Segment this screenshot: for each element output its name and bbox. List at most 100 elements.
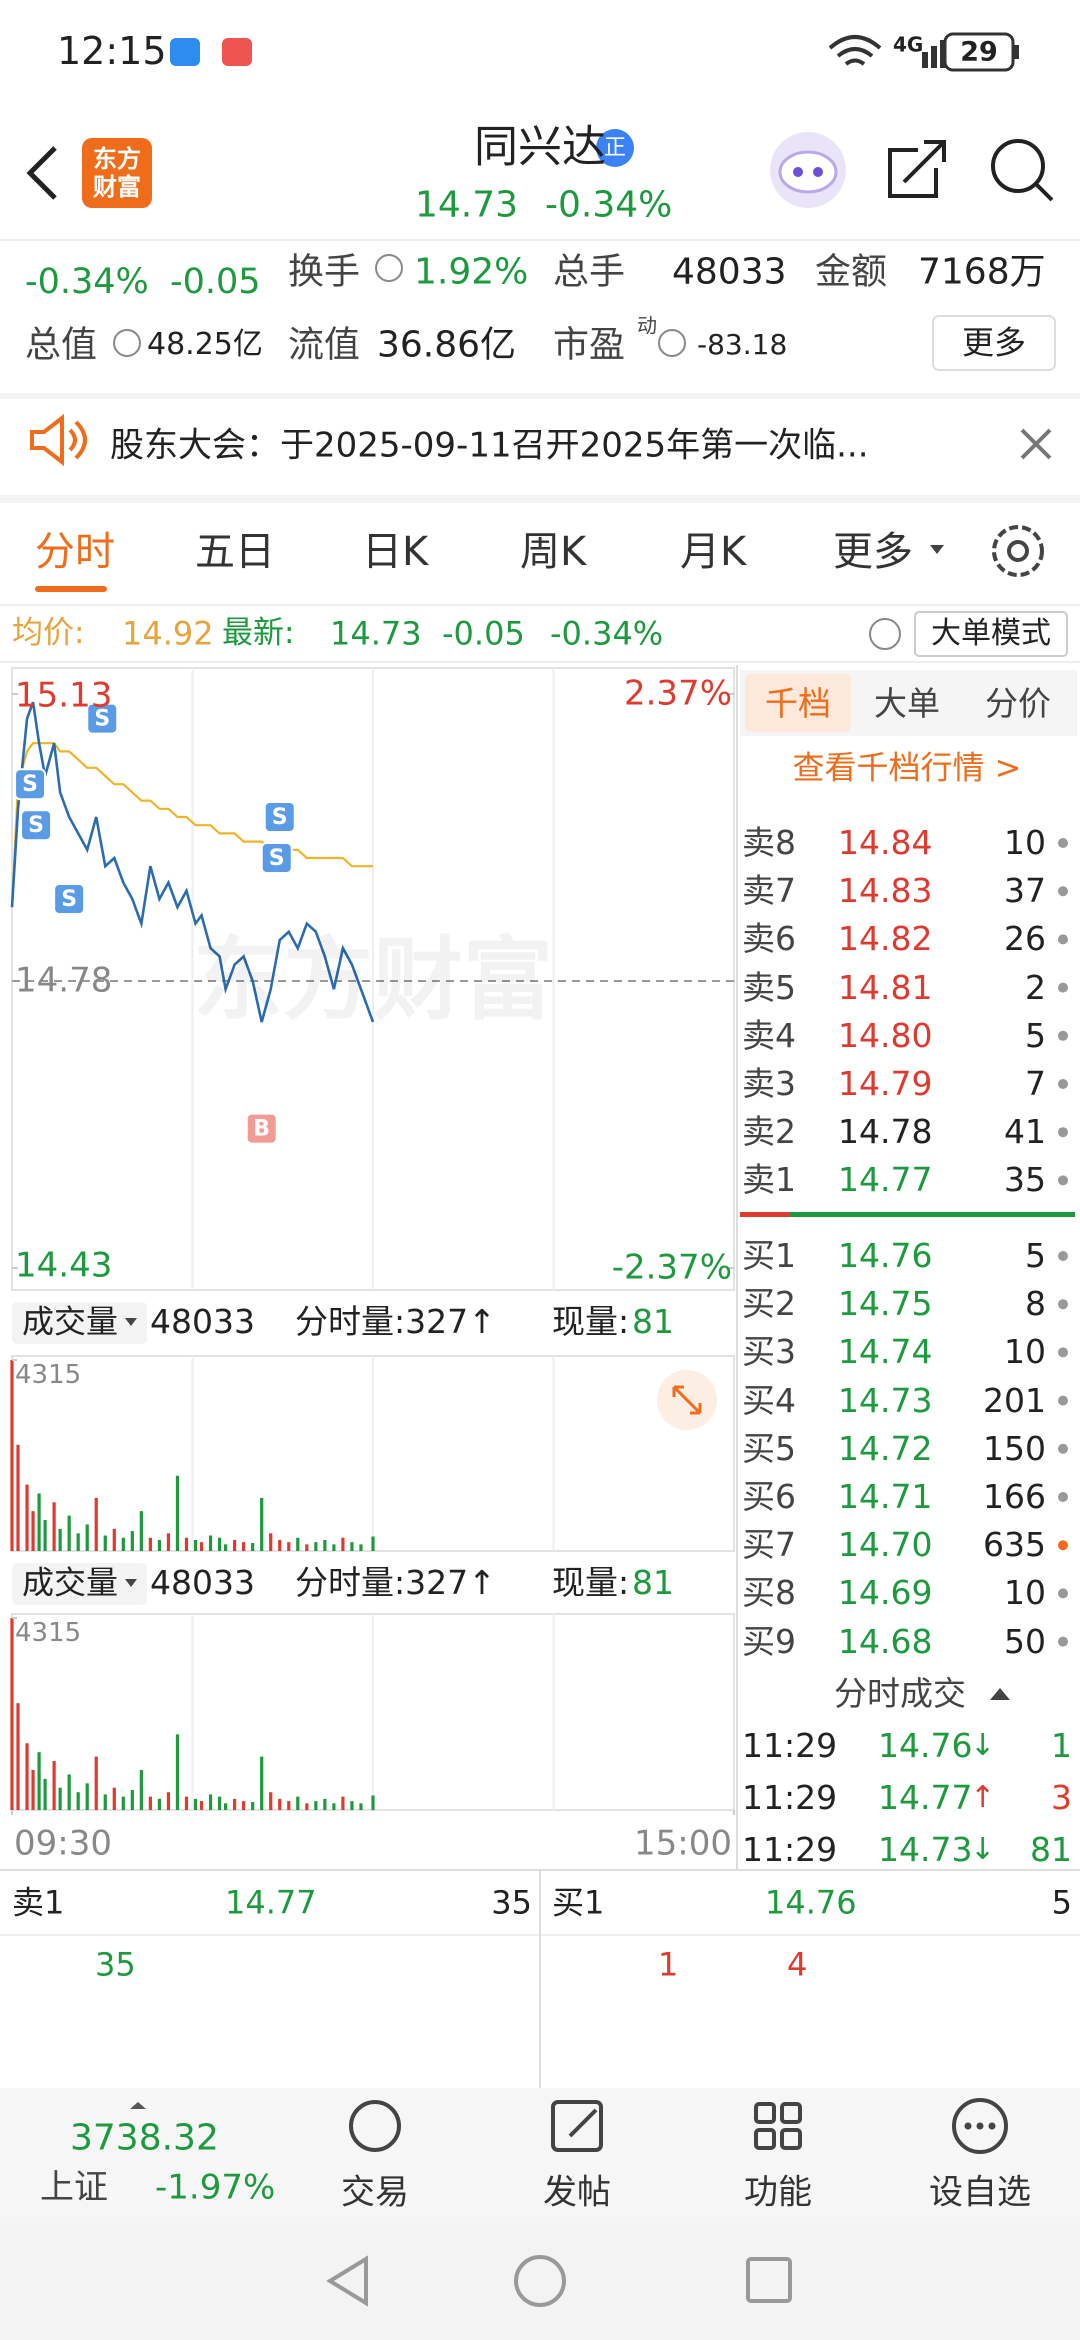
volume-bar <box>350 1542 354 1551</box>
book-qty: 10 <box>1004 1332 1046 1372</box>
volume-bar <box>112 1787 116 1810</box>
trade-marker-label: B <box>253 1117 270 1142</box>
volume-bar <box>323 1539 327 1551</box>
mode-button-bg[interactable] <box>914 611 1068 657</box>
stat-value: -83.18 <box>697 327 788 361</box>
current-volume-label: 现量: <box>552 1302 630 1342</box>
search-button[interactable] <box>991 139 1054 202</box>
tab[interactable]: 分时 <box>35 529 115 575</box>
back-button[interactable] <box>26 146 57 200</box>
tab[interactable]: 日K <box>362 529 429 575</box>
mode-button[interactable]: 大单模式 <box>931 615 1051 651</box>
volume-bar <box>287 1801 291 1810</box>
trade-qty: 1 <box>1051 1726 1072 1766</box>
orderbook-tab[interactable]: 大单 <box>874 684 940 724</box>
volume-bar <box>10 1360 14 1551</box>
volume-bar <box>94 1756 98 1810</box>
book-label: 卖6 <box>742 919 796 959</box>
book-dot <box>1058 1443 1068 1454</box>
nav-item[interactable]: 设自选 <box>929 2172 1031 2213</box>
book-qty: 26 <box>1004 919 1046 959</box>
volume-selector[interactable]: 成交量 <box>22 1302 119 1341</box>
volume-bar <box>25 1484 29 1551</box>
book-dot <box>1058 1540 1068 1551</box>
orderbook-tab[interactable]: 千档 <box>765 684 831 724</box>
volume-bar <box>217 1796 222 1810</box>
orderbook-tab[interactable]: 分价 <box>985 684 1051 724</box>
tab[interactable]: 五日 <box>195 529 275 575</box>
volume-selector-bg[interactable] <box>12 1302 147 1344</box>
stat-label: 市盈 <box>553 324 626 366</box>
trades-title[interactable]: 分时成交 <box>834 1674 966 1714</box>
volume-bar <box>314 1542 318 1551</box>
volume-bar <box>58 1528 62 1551</box>
stock-title: 同兴达 <box>474 121 606 173</box>
book-label: 买4 <box>742 1380 796 1420</box>
share-button[interactable] <box>888 140 946 198</box>
nav-item[interactable]: 交易 <box>341 2172 409 2213</box>
divider <box>0 495 1080 503</box>
volume-bar <box>223 1544 228 1551</box>
volume-bar <box>157 1798 162 1810</box>
y2-tick-label: -2.37% <box>611 1247 732 1288</box>
nav-item[interactable]: 功能 <box>744 2172 812 2213</box>
stat-label: 总手 <box>553 251 626 293</box>
help-icon[interactable] <box>869 618 901 650</box>
volume-bar <box>157 1539 162 1551</box>
notice-text[interactable]: 股东大会：于2025-09-11召开2025年第一次临... <box>110 425 869 466</box>
volume-bar <box>323 1798 327 1810</box>
nav-item[interactable]: 发帖 <box>543 2172 611 2213</box>
book-label: 卖1 <box>742 1160 796 1200</box>
collapse-arrow[interactable] <box>990 1688 1010 1700</box>
book-label: 卖8 <box>742 823 796 863</box>
volume-bar <box>233 1539 237 1551</box>
volume-bar <box>278 1539 282 1551</box>
more-button[interactable]: 更多 <box>961 323 1027 362</box>
trade-price: 14.77 <box>878 1778 973 1818</box>
book-price: 14.79 <box>838 1064 933 1104</box>
trade-time: 11:29 <box>742 1778 838 1818</box>
stat-value: 36.86亿 <box>377 324 517 366</box>
index-indicator <box>130 2102 146 2109</box>
volume-bar <box>371 1795 375 1810</box>
badge: 正 <box>603 135 627 161</box>
system-nav[interactable] <box>326 2255 792 2307</box>
volume-bar <box>130 1531 134 1551</box>
index-name: 上证 <box>40 2167 108 2208</box>
volume-bar <box>359 1544 363 1551</box>
book-qty: 41 <box>1004 1112 1046 1152</box>
trade-marker <box>20 809 53 842</box>
tab[interactable]: 更多 <box>833 529 913 575</box>
y2-tick-label: 2.37% <box>623 673 732 714</box>
volume-bar <box>31 1769 35 1810</box>
orderbook-link[interactable]: 查看千档行情 > <box>792 748 1022 787</box>
volume-bar <box>16 1703 20 1810</box>
bottom-ask-qty: 35 <box>491 1883 532 1922</box>
trade-marker <box>86 702 119 735</box>
volume-selector[interactable]: 成交量 <box>22 1563 119 1602</box>
tab[interactable]: 周K <box>520 529 587 575</box>
tab[interactable]: 月K <box>680 529 747 575</box>
more-button-bg[interactable] <box>932 315 1056 371</box>
book-dot <box>1058 1588 1068 1599</box>
book-price: 14.84 <box>838 823 933 863</box>
change-pct: -0.34% <box>25 261 149 302</box>
volume-bar <box>208 1535 213 1551</box>
close-button[interactable] <box>1020 428 1052 460</box>
book-label: 买9 <box>742 1621 796 1661</box>
book-label: 买8 <box>742 1573 796 1613</box>
trade-price: 14.73 <box>878 1830 973 1870</box>
volume-bar <box>10 1618 14 1810</box>
settings-button[interactable] <box>992 525 1044 577</box>
book-label: 买5 <box>742 1428 796 1468</box>
volume-bar <box>52 1761 56 1810</box>
info-icon[interactable] <box>113 254 686 357</box>
assistant-icon[interactable] <box>770 132 846 208</box>
book-label: 买7 <box>742 1525 796 1565</box>
volume-selector-bg[interactable] <box>12 1563 147 1605</box>
stat-label: 金额 <box>815 251 888 293</box>
volume-bar <box>67 1774 71 1810</box>
y-tick-label: 14.78 <box>15 960 113 1001</box>
volume-bar <box>58 1787 62 1810</box>
